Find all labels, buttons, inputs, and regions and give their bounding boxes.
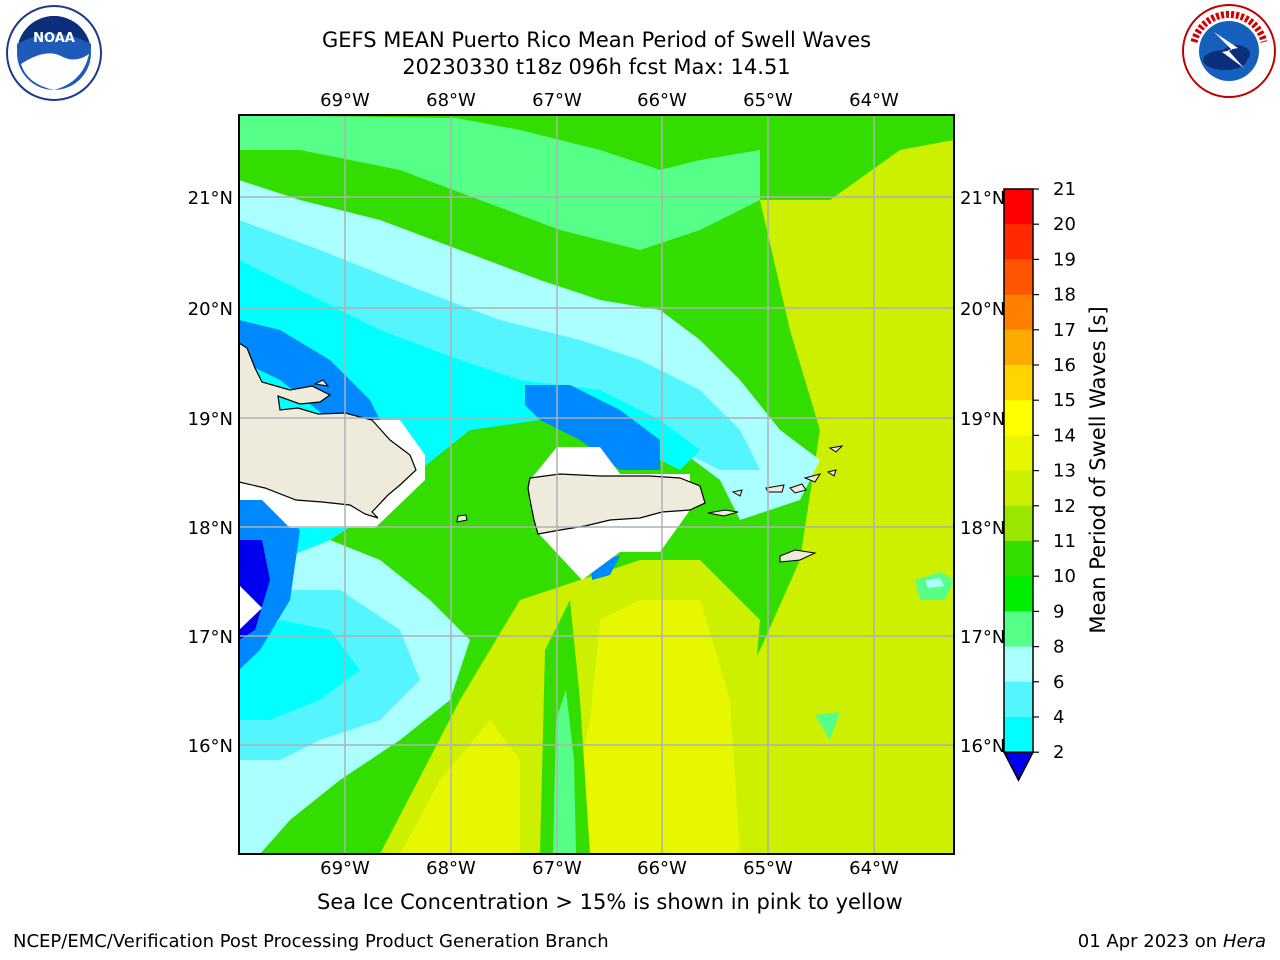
lat-label: 20°N xyxy=(188,299,233,320)
lat-labels-left: 21°N 20°N 19°N 18°N 17°N 16°N xyxy=(188,188,233,757)
footer-branch: NCEP/EMC/Verification Post Processing Pr… xyxy=(13,931,609,952)
colorbar-tick-label: 18 xyxy=(1053,285,1076,306)
colorbar-tick-label: 13 xyxy=(1053,461,1076,482)
colorbar-segment xyxy=(1004,294,1033,331)
lon-labels-top: 69°W 68°W 67°W 66°W 65°W 64°W xyxy=(320,90,899,111)
colorbar-tick-label: 4 xyxy=(1053,707,1064,728)
colorbar-tick-label: 11 xyxy=(1053,531,1076,552)
noaa-logo-text: NOAA xyxy=(33,31,75,46)
colorbar-tick-label: 16 xyxy=(1053,355,1076,376)
sea-ice-caption: Sea Ice Concentration > 15% is shown in … xyxy=(317,890,903,914)
lon-label: 64°W xyxy=(849,858,899,879)
chart-title: GEFS MEAN Puerto Rico Mean Period of Swe… xyxy=(321,28,872,52)
colorbar-tick-label: 20 xyxy=(1053,214,1076,235)
lon-label: 66°W xyxy=(637,90,687,111)
lat-label: 19°N xyxy=(960,409,1005,430)
colorbar-tick-label: 21 xyxy=(1053,179,1076,200)
noaa-logo-icon: NOAA xyxy=(6,5,102,101)
colorbar-tick-label: 19 xyxy=(1053,249,1076,270)
colorbar-segment xyxy=(1004,259,1033,296)
colorbar-tick-label: 8 xyxy=(1053,637,1064,658)
lat-label: 19°N xyxy=(188,409,233,430)
lon-label: 69°W xyxy=(320,858,370,879)
nws-logo-icon xyxy=(1182,4,1276,98)
map-gridlines xyxy=(239,115,954,854)
lat-label: 17°N xyxy=(188,627,233,648)
lat-label: 16°N xyxy=(188,736,233,757)
lon-label: 68°W xyxy=(426,858,476,879)
lon-label: 65°W xyxy=(743,858,793,879)
lon-label: 67°W xyxy=(532,858,582,879)
lat-label: 17°N xyxy=(960,627,1005,648)
lat-label: 16°N xyxy=(960,736,1005,757)
lon-label: 67°W xyxy=(532,90,582,111)
lon-labels-bottom: 69°W 68°W 67°W 66°W 65°W 64°W xyxy=(320,858,899,879)
colorbar-tick-label: 17 xyxy=(1053,320,1076,341)
map-frame xyxy=(238,114,955,855)
lat-labels-right: 21°N 20°N 19°N 18°N 17°N 16°N xyxy=(960,188,1005,757)
colorbar-segment xyxy=(1004,611,1033,648)
colorbar-segment xyxy=(1004,329,1033,366)
colorbar-segment xyxy=(1004,189,1033,225)
lon-label: 68°W xyxy=(426,90,476,111)
colorbar-tick-label: 2 xyxy=(1053,742,1064,763)
lon-label: 69°W xyxy=(320,90,370,111)
colorbar-segment xyxy=(1004,681,1033,718)
colorbar-segment xyxy=(1004,400,1033,436)
lat-label: 18°N xyxy=(188,518,233,539)
colorbar-segment xyxy=(1004,224,1033,260)
lat-label: 18°N xyxy=(960,518,1005,539)
colorbar: 21 20 19 18 17 16 15 14 13 12 11 10 9 8 6 4 2 xyxy=(1002,179,1076,782)
colorbar-tick-label: 6 xyxy=(1053,672,1064,693)
colorbar-segment xyxy=(1004,470,1033,507)
colorbar-tick-label: 9 xyxy=(1053,601,1064,622)
colorbar-extend-arrow xyxy=(1002,751,1035,782)
colorbar-tick-label: 14 xyxy=(1053,425,1076,446)
footer-date: 01 Apr 2023 on Hera xyxy=(1078,931,1266,952)
colorbar-label: Mean Period of Swell Waves [s] xyxy=(1086,306,1110,633)
colorbar-segment xyxy=(1004,435,1033,472)
colorbar-segment xyxy=(1004,646,1033,683)
colorbar-tick-label: 15 xyxy=(1053,390,1076,411)
swell-period-field xyxy=(239,115,954,854)
chart-subtitle: 20230330 t18z 096h fcst Max: 14.51 xyxy=(402,55,791,79)
colorbar-segment xyxy=(1004,717,1033,753)
colorbar-segment xyxy=(1004,541,1033,577)
lon-label: 65°W xyxy=(743,90,793,111)
lat-label: 20°N xyxy=(960,299,1005,320)
lon-label: 64°W xyxy=(849,90,899,111)
colorbar-tick-label: 10 xyxy=(1053,566,1076,587)
footer-host: Hera xyxy=(1222,931,1266,952)
footer-date-text: 01 Apr 2023 on xyxy=(1077,931,1223,952)
colorbar-segment xyxy=(1004,505,1033,542)
lat-label: 21°N xyxy=(960,188,1005,209)
colorbar-segment xyxy=(1004,576,1033,612)
lat-label: 21°N xyxy=(188,188,233,209)
colorbar-tick-label: 12 xyxy=(1053,496,1076,517)
lon-label: 66°W xyxy=(637,858,687,879)
colorbar-segment xyxy=(1004,365,1033,401)
